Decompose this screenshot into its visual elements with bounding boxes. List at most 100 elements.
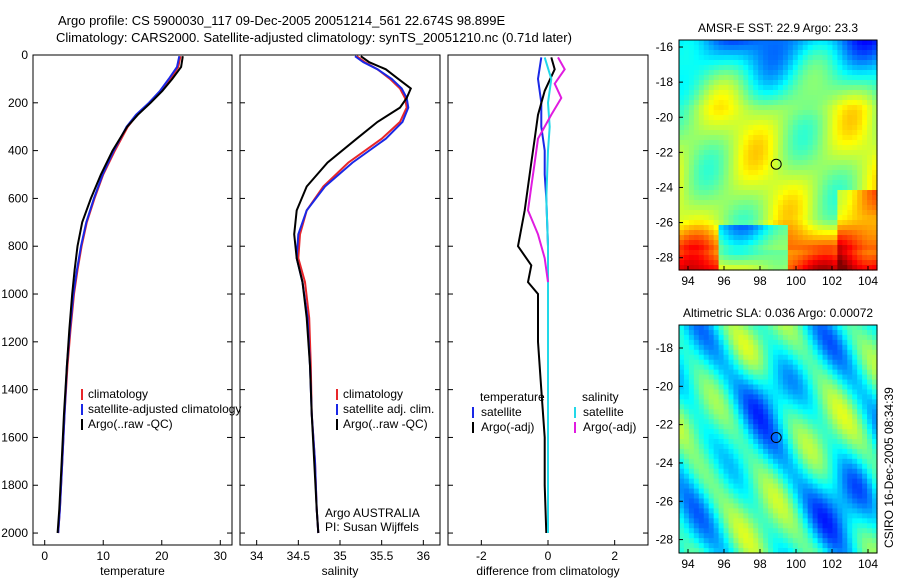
heatmap-cell	[753, 190, 759, 196]
heatmap-cell	[782, 80, 789, 86]
heatmap-cell	[693, 344, 700, 351]
heatmap-cell	[773, 105, 779, 111]
heatmap-cell	[679, 175, 685, 181]
heatmap-cell	[743, 170, 749, 176]
heatmap-cell	[867, 548, 873, 554]
heatmap-cell	[817, 374, 824, 381]
heatmap-cell	[773, 409, 779, 415]
heatmap-cell	[812, 414, 819, 420]
heatmap-cell	[867, 488, 873, 495]
heatmap-cell	[743, 409, 749, 415]
figure-title-line1: Argo profile: CS 5900030_117 09-Dec-2005…	[58, 13, 505, 28]
heatmap-cell	[718, 40, 725, 46]
heatmap-cell	[773, 245, 779, 251]
heatmap-cell	[787, 155, 794, 161]
heatmap-cell	[679, 528, 685, 534]
heatmap-cell	[688, 508, 695, 514]
heatmap-cell	[733, 265, 739, 271]
heatmap-cell	[862, 165, 868, 171]
heatmap-cell	[857, 458, 863, 465]
heatmap-cell	[733, 404, 739, 410]
heatmap-cell	[847, 230, 853, 236]
heatmap-cell	[867, 245, 873, 251]
heatmap-cell	[802, 90, 809, 96]
heatmap-cell	[693, 170, 700, 176]
heatmap-cell	[807, 145, 814, 151]
heatmap-cell	[713, 453, 720, 460]
heatmap-cell	[872, 404, 878, 410]
heatmap-cell	[782, 105, 789, 111]
heatmap-cell	[748, 384, 754, 391]
heatmap-cell	[718, 389, 725, 395]
heatmap-cell	[743, 404, 749, 410]
heatmap-cell	[787, 538, 794, 544]
heatmap-cell	[679, 155, 685, 161]
heatmap-cell	[688, 240, 695, 246]
heatmap-cell	[728, 513, 735, 519]
heatmap-cell	[683, 384, 690, 391]
heatmap-cell	[857, 543, 863, 549]
heatmap-cell	[723, 325, 730, 331]
heatmap-cell	[822, 140, 829, 146]
heatmap-cell	[748, 478, 754, 485]
heatmap-cell	[679, 513, 685, 519]
heatmap-cell	[817, 215, 824, 221]
heatmap-cell	[797, 210, 804, 216]
heatmap-cell	[842, 394, 848, 400]
heatmap-cell	[703, 325, 710, 331]
heatmap-cell	[733, 384, 739, 391]
heatmap-cell	[822, 135, 829, 141]
heatmap-cell	[743, 150, 749, 156]
heatmap-cell	[728, 468, 735, 475]
heatmap-cell	[867, 155, 873, 161]
heatmap-cell	[827, 334, 834, 341]
heatmap-cell	[862, 548, 868, 554]
heatmap-cell	[698, 185, 705, 191]
heatmap-cell	[753, 339, 759, 346]
heatmap-cell	[842, 260, 848, 266]
heatmap-cell	[698, 364, 705, 371]
heatmap-cell	[852, 240, 858, 246]
heatmap-cell	[837, 40, 843, 46]
heatmap-cell	[822, 210, 829, 216]
heatmap-cell	[688, 404, 695, 410]
heatmap-cell	[703, 463, 710, 470]
heatmap-cell	[763, 543, 769, 549]
heatmap-cell	[768, 468, 774, 475]
heatmap-cell	[683, 329, 690, 336]
heatmap-cell	[842, 404, 848, 410]
heatmap-cell	[862, 354, 868, 361]
heatmap-cell	[867, 235, 873, 241]
heatmap-cell	[748, 50, 754, 56]
heatmap-cell	[768, 503, 774, 509]
heatmap-cell	[758, 175, 764, 181]
heatmap-cell	[753, 245, 759, 251]
heatmap-cell	[862, 508, 868, 514]
heatmap-cell	[778, 210, 784, 216]
heatmap-cell	[867, 190, 873, 196]
heatmap-cell	[773, 120, 779, 126]
heatmap-cell	[713, 538, 720, 544]
heatmap-cell	[792, 245, 799, 251]
heatmap-cell	[802, 419, 809, 425]
heatmap-cell	[807, 364, 814, 371]
heatmap-cell	[683, 548, 690, 554]
heatmap-cell	[867, 394, 873, 400]
heatmap-cell	[802, 150, 809, 156]
heatmap-cell	[708, 508, 715, 514]
heatmap-cell	[847, 463, 853, 470]
heatmap-cell	[797, 548, 804, 554]
heatmap-cell	[758, 150, 764, 156]
heatmap-cell	[847, 478, 853, 485]
heatmap-cell	[688, 394, 695, 400]
heatmap-cell	[748, 468, 754, 475]
heatmap-cell	[867, 185, 873, 191]
y-tick-label: 1400	[1, 383, 28, 397]
heatmap-cell	[708, 463, 715, 470]
heatmap-cell	[782, 478, 789, 485]
heatmap-cell	[748, 538, 754, 544]
heatmap-cell	[822, 349, 829, 356]
heatmap-cell	[797, 473, 804, 480]
heatmap-cell	[817, 379, 824, 386]
